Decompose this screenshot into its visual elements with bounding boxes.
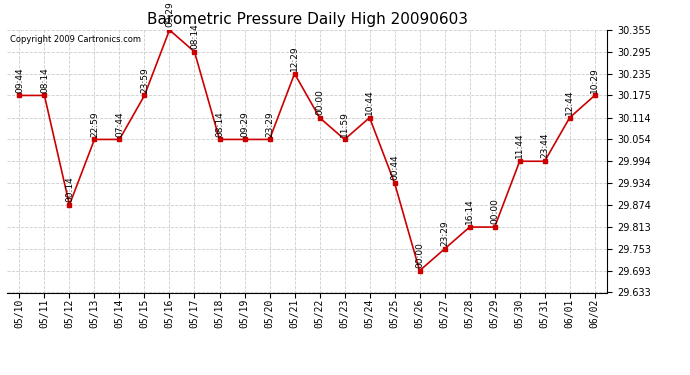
Text: 00:00: 00:00 (490, 198, 499, 224)
Title: Barometric Pressure Daily High 20090603: Barometric Pressure Daily High 20090603 (146, 12, 468, 27)
Text: 09:29: 09:29 (165, 2, 174, 27)
Text: 09:29: 09:29 (240, 111, 249, 136)
Text: 08:14: 08:14 (190, 23, 199, 49)
Text: 10:29: 10:29 (590, 67, 599, 93)
Text: 00:14: 00:14 (65, 176, 74, 202)
Text: 00:44: 00:44 (390, 154, 399, 180)
Text: 11:59: 11:59 (340, 111, 349, 136)
Text: 08:14: 08:14 (40, 67, 49, 93)
Text: 08:14: 08:14 (215, 111, 224, 136)
Text: 10:44: 10:44 (365, 89, 374, 115)
Text: 23:29: 23:29 (440, 220, 449, 246)
Text: 12:29: 12:29 (290, 45, 299, 71)
Text: 12:44: 12:44 (565, 89, 574, 115)
Text: 07:44: 07:44 (115, 111, 124, 136)
Text: 11:44: 11:44 (515, 133, 524, 159)
Text: 00:00: 00:00 (315, 89, 324, 115)
Text: 23:44: 23:44 (540, 133, 549, 159)
Text: 09:44: 09:44 (15, 67, 24, 93)
Text: Copyright 2009 Cartronics.com: Copyright 2009 Cartronics.com (10, 35, 141, 44)
Text: 22:59: 22:59 (90, 111, 99, 136)
Text: 23:59: 23:59 (140, 67, 149, 93)
Text: 00:00: 00:00 (415, 242, 424, 268)
Text: 16:14: 16:14 (465, 198, 474, 224)
Text: 23:29: 23:29 (265, 111, 274, 136)
